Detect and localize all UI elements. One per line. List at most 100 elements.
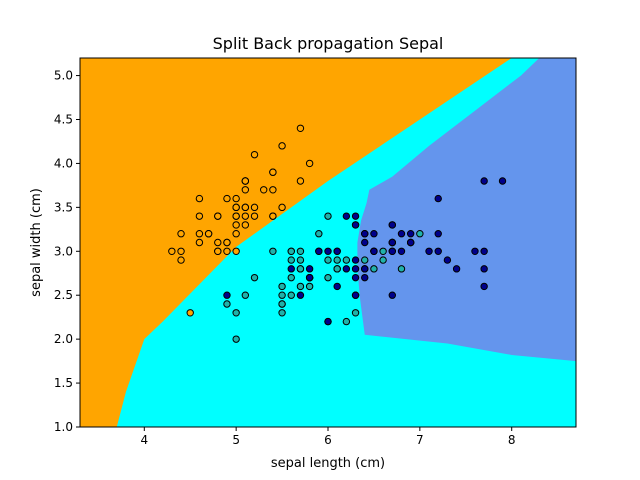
point-class-0 — [223, 194, 231, 203]
point-class-2 — [480, 265, 488, 273]
point-class-1 — [269, 247, 277, 255]
y-tick-label: 3.0 — [54, 244, 73, 258]
point-class-2 — [471, 247, 479, 255]
point-class-0 — [232, 230, 240, 238]
point-class-2 — [361, 230, 369, 238]
point-class-1 — [296, 265, 305, 273]
point-class-2 — [351, 256, 360, 264]
decision-regions — [80, 58, 576, 427]
point-class-1 — [305, 282, 314, 291]
point-class-1 — [250, 273, 259, 282]
point-class-1 — [287, 247, 295, 255]
point-class-2 — [434, 230, 442, 238]
point-class-0 — [223, 238, 231, 247]
point-class-1 — [324, 212, 332, 220]
point-class-0 — [232, 194, 240, 203]
y-tick-label: 5.0 — [54, 69, 73, 83]
point-class-2 — [388, 291, 396, 299]
point-class-0 — [241, 177, 250, 185]
point-class-0 — [177, 247, 185, 255]
point-class-2 — [397, 247, 406, 255]
point-class-0 — [305, 159, 314, 168]
point-class-2 — [397, 230, 406, 238]
point-class-0 — [250, 212, 259, 220]
x-tick-label: 7 — [416, 433, 424, 447]
y-tick-label: 3.5 — [54, 200, 73, 214]
point-class-2 — [434, 194, 442, 203]
point-class-0 — [269, 168, 277, 176]
y-tick-label: 4.5 — [54, 113, 73, 127]
point-class-2 — [452, 265, 461, 273]
point-class-1 — [232, 309, 240, 317]
point-class-2 — [351, 212, 360, 220]
point-class-1 — [315, 230, 323, 238]
point-class-2 — [223, 291, 231, 299]
x-tick-label: 8 — [508, 433, 516, 447]
point-class-1 — [416, 230, 424, 238]
point-class-0 — [232, 247, 240, 255]
point-class-2 — [406, 230, 415, 238]
point-class-1 — [241, 291, 250, 299]
y-axis-ticks: 1.0 1.5 2.0 2.5 3.0 3.5 4.0 4.5 5.0 — [54, 69, 80, 434]
point-class-0 — [241, 203, 250, 212]
point-class-1 — [397, 265, 406, 273]
point-class-2 — [498, 177, 507, 185]
point-class-1 — [223, 300, 231, 308]
point-class-1 — [287, 291, 295, 299]
point-class-2 — [315, 247, 323, 255]
point-class-0 — [177, 256, 185, 264]
point-class-1 — [278, 309, 286, 317]
point-class-2 — [388, 238, 396, 247]
point-class-2 — [333, 247, 341, 255]
point-class-0 — [223, 247, 231, 255]
point-class-1 — [287, 256, 295, 264]
point-class-0 — [204, 230, 213, 238]
point-class-0 — [278, 142, 286, 150]
point-class-2 — [443, 256, 452, 264]
point-class-0 — [269, 186, 277, 194]
point-class-0 — [214, 238, 222, 247]
point-class-2 — [351, 221, 360, 229]
x-tick-label: 4 — [140, 433, 148, 447]
point-class-2 — [342, 265, 351, 273]
point-class-2 — [351, 265, 360, 273]
point-class-2 — [361, 265, 369, 273]
chart-title: Split Back propagation Sepal — [213, 34, 444, 53]
point-class-0 — [195, 194, 204, 203]
point-class-2 — [480, 282, 488, 291]
point-class-2 — [351, 273, 360, 282]
point-class-1 — [361, 256, 369, 264]
point-class-0 — [195, 212, 204, 220]
point-class-0 — [232, 221, 240, 229]
point-class-1 — [278, 282, 286, 291]
y-tick-label: 1.0 — [54, 420, 73, 434]
point-class-2 — [425, 247, 433, 255]
point-class-0 — [186, 309, 194, 317]
x-tick-label: 6 — [324, 433, 332, 447]
point-class-1 — [342, 256, 351, 264]
point-class-1 — [379, 256, 387, 264]
point-class-1 — [333, 256, 341, 264]
point-class-0 — [241, 221, 250, 229]
point-class-1 — [351, 309, 360, 317]
point-class-0 — [250, 203, 259, 212]
point-class-2 — [406, 238, 415, 247]
x-tick-label: 5 — [232, 433, 240, 447]
point-class-1 — [333, 265, 341, 273]
point-class-1 — [278, 291, 286, 299]
point-class-1 — [296, 247, 305, 255]
point-class-2 — [434, 247, 442, 255]
point-class-2 — [287, 265, 295, 273]
point-class-2 — [480, 247, 488, 255]
point-class-2 — [388, 221, 396, 229]
data-points — [168, 124, 507, 343]
y-tick-label: 1.5 — [54, 376, 73, 390]
point-class-1 — [324, 273, 332, 282]
point-class-2 — [361, 238, 369, 247]
point-class-2 — [333, 282, 341, 291]
point-class-1 — [370, 265, 378, 273]
point-class-2 — [305, 265, 314, 273]
point-class-2 — [324, 317, 332, 326]
point-class-0 — [195, 230, 204, 238]
